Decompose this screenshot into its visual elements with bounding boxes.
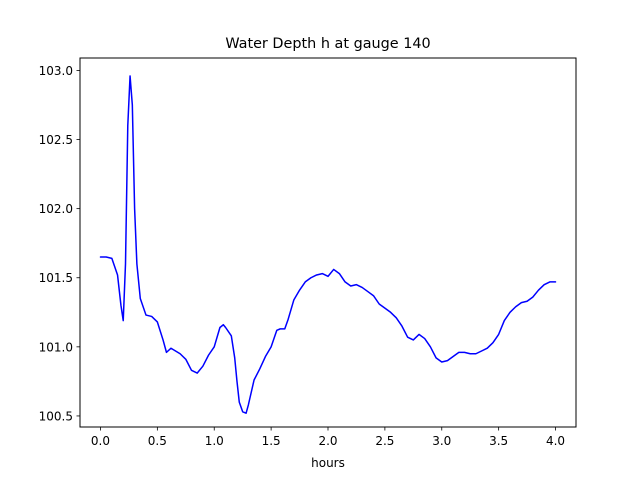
x-tick-label: 4.0 xyxy=(546,434,565,448)
x-tick-label: 0.0 xyxy=(91,434,110,448)
y-tick-label: 102.5 xyxy=(39,133,73,147)
x-tick-label: 2.5 xyxy=(375,434,394,448)
y-tick-label: 102.0 xyxy=(39,202,73,216)
x-axis: 0.0 0.5 1.0 1.5 2.0 2.5 3.0 3.5 4.0 xyxy=(91,427,565,448)
x-tick-label: 2.0 xyxy=(318,434,337,448)
x-axis-label: hours xyxy=(311,456,345,470)
series-line-0 xyxy=(99,75,557,414)
x-tick-label: 3.5 xyxy=(489,434,508,448)
y-tick-label: 101.0 xyxy=(39,340,73,354)
x-tick-label: 1.5 xyxy=(262,434,281,448)
x-tick-label: 0.5 xyxy=(148,434,167,448)
series-layer xyxy=(99,75,557,414)
x-tick-label: 3.0 xyxy=(432,434,451,448)
chart-title: Water Depth h at gauge 140 xyxy=(225,36,430,52)
y-tick-label: 101.5 xyxy=(39,271,73,285)
y-tick-label: 100.5 xyxy=(39,409,73,423)
y-axis: 100.5 101.0 101.5 102.0 102.5 103.0 xyxy=(39,64,80,423)
y-tick-label: 103.0 xyxy=(39,64,73,78)
x-tick-label: 1.0 xyxy=(205,434,224,448)
